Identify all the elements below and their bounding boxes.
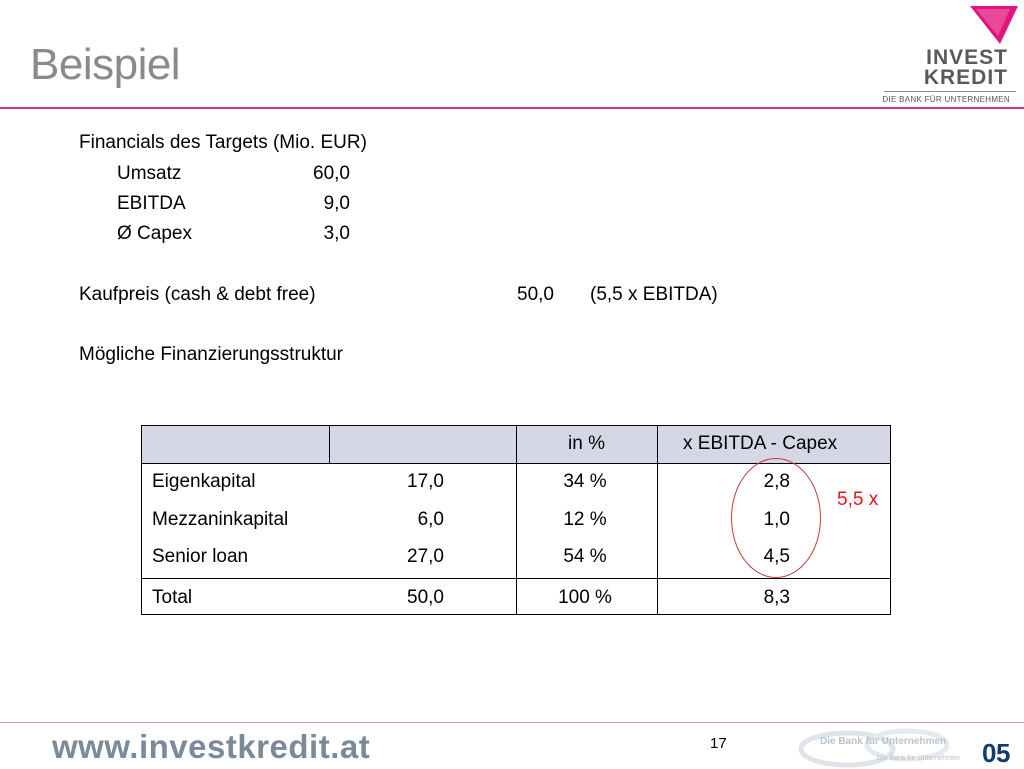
purchase-price-label: Kaufpreis (cash & debt free) [79, 284, 316, 305]
multiple-annotation: 5,5 x [837, 489, 879, 510]
total-percent: 100 % [558, 587, 612, 608]
slide-title: Beispiel [30, 40, 181, 89]
financing-heading: Mögliche Finanzierungsstruktur [79, 344, 344, 365]
purchase-price-note: (5,5 x EBITDA) [590, 284, 718, 305]
financials-heading: Financials des Targets (Mio. EUR) [79, 132, 367, 153]
financials-value-umsatz: 60,0 [313, 163, 350, 184]
total-multiple: 8,3 [763, 587, 790, 608]
column-divider-2 [657, 426, 658, 614]
financials-value-ebitda: 9,0 [323, 193, 350, 214]
financials-label-ebitda: EBITDA [117, 193, 186, 214]
logo-divider [884, 91, 1016, 92]
highlight-circle [731, 458, 821, 578]
watermark-text-1: Die Bank für Unternehmen [820, 736, 947, 747]
column-header-multiple: x EBITDA - Capex [683, 433, 838, 454]
watermark-graphic [798, 723, 1024, 768]
row-amount: 6,0 [417, 509, 444, 530]
financials-value-capex: 3,0 [323, 223, 350, 244]
row-percent: 54 % [563, 546, 607, 567]
purchase-price-value: 50,0 [517, 284, 554, 305]
row-name: Mezzaninkapital [152, 509, 289, 530]
financials-label-umsatz: Umsatz [117, 163, 182, 184]
logo-line-2: KREDIT [923, 66, 1008, 89]
financing-table [141, 425, 891, 615]
invest-kredit-logo: INVEST KREDIT DIE BANK FÜR UNTERNEHMEN [880, 6, 1020, 106]
header-divider-1 [329, 426, 330, 463]
logo-tagline: DIE BANK FÜR UNTERNEHMEN [882, 95, 1010, 104]
watermark-text-2: Die Bank für Unternehmen [877, 755, 960, 762]
logo-triangle-icon [970, 6, 1018, 44]
footer-url-link[interactable]: www.investkredit.at [52, 728, 371, 765]
column-divider-1 [516, 426, 517, 614]
logo-line-1: INVEST [926, 46, 1008, 69]
total-amount: 50,0 [407, 587, 444, 608]
title-divider [0, 107, 1024, 109]
year-badge: 05 [982, 738, 1010, 768]
row-amount: 27,0 [407, 546, 444, 567]
column-header-percent: in % [568, 433, 605, 454]
page-number: 17 [710, 735, 727, 752]
total-name: Total [152, 587, 193, 608]
row-name: Eigenkapital [152, 471, 256, 492]
financials-label-capex: Ø Capex [117, 223, 192, 244]
footer-divider [0, 722, 1024, 723]
row-percent: 34 % [563, 471, 607, 492]
total-divider [142, 578, 890, 579]
footer-band [0, 723, 1024, 768]
row-name: Senior loan [152, 546, 249, 567]
row-amount: 17,0 [407, 471, 444, 492]
row-percent: 12 % [563, 509, 607, 530]
